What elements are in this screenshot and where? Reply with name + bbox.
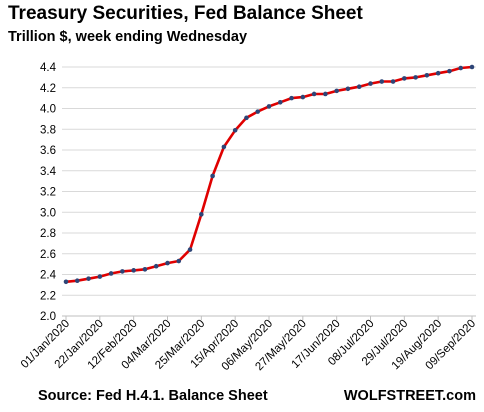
data-point bbox=[165, 260, 170, 266]
data-point bbox=[356, 84, 362, 90]
data-point bbox=[142, 267, 148, 272]
series-layer bbox=[63, 64, 475, 285]
data-point bbox=[255, 109, 261, 114]
y-tick-label: 2.4 bbox=[40, 270, 57, 282]
x-tick-labels: 01/Jan/202022/Jan/202012/Feb/202004/Mar/… bbox=[19, 318, 478, 374]
y-tick-label: 4.2 bbox=[40, 83, 56, 95]
data-point bbox=[74, 278, 80, 284]
data-point bbox=[458, 65, 464, 71]
data-point bbox=[176, 258, 182, 264]
data-point bbox=[86, 276, 91, 281]
data-point bbox=[334, 88, 339, 94]
data-point bbox=[244, 115, 249, 121]
y-tick-label: 3.6 bbox=[40, 145, 56, 157]
data-point bbox=[379, 79, 385, 84]
data-point bbox=[413, 75, 418, 80]
data-point bbox=[424, 73, 430, 78]
data-point bbox=[345, 86, 351, 92]
y-tick-label: 2.8 bbox=[40, 228, 56, 240]
data-point bbox=[97, 274, 103, 279]
data-point bbox=[153, 263, 159, 269]
y-tick-label: 4.0 bbox=[40, 104, 56, 116]
data-point bbox=[300, 94, 306, 100]
data-point bbox=[232, 127, 238, 133]
series-line bbox=[65, 65, 473, 284]
y-tick-label: 4.4 bbox=[40, 62, 57, 74]
data-point bbox=[323, 91, 328, 97]
brand-label: WOLFSTREET.com bbox=[343, 388, 476, 404]
data-point bbox=[120, 269, 125, 274]
gridlines bbox=[62, 66, 476, 296]
y-tick-label: 2.2 bbox=[40, 290, 56, 302]
data-point bbox=[402, 76, 407, 81]
data-point bbox=[187, 247, 193, 252]
data-point bbox=[108, 271, 114, 276]
y-tick-label: 3.2 bbox=[40, 187, 56, 199]
data-point bbox=[289, 95, 294, 101]
data-point bbox=[277, 99, 283, 105]
data-point bbox=[131, 268, 136, 273]
y-tick-label: 3.4 bbox=[40, 166, 57, 178]
data-point bbox=[390, 79, 396, 84]
data-point bbox=[221, 144, 227, 150]
data-point bbox=[210, 173, 215, 179]
y-tick-label: 3.0 bbox=[40, 207, 56, 219]
y-tick-label: 3.8 bbox=[40, 124, 56, 136]
y-tick-label: 2.0 bbox=[40, 311, 56, 323]
data-point bbox=[199, 212, 204, 217]
data-point bbox=[63, 279, 69, 285]
y-tick-label: 2.6 bbox=[40, 249, 56, 261]
axes bbox=[62, 315, 476, 320]
data-point bbox=[469, 64, 475, 70]
source-note: Source: Fed H.4.1. Balance Sheet bbox=[38, 388, 268, 404]
chart-subtitle: Trillion $, week ending Wednesday bbox=[8, 29, 248, 45]
data-point bbox=[266, 104, 272, 109]
data-point bbox=[368, 81, 373, 86]
y-tick-labels: 2.0 2.2 2.4 2.6 2.8 3.0 3.2 3.4 3.6 3.8 4.0 4.2 4.4 bbox=[40, 62, 57, 323]
data-point bbox=[435, 70, 441, 76]
data-point bbox=[447, 68, 452, 74]
chart-title: Treasury Securities, Fed Balance Sheet bbox=[8, 3, 363, 24]
data-point bbox=[311, 91, 317, 97]
